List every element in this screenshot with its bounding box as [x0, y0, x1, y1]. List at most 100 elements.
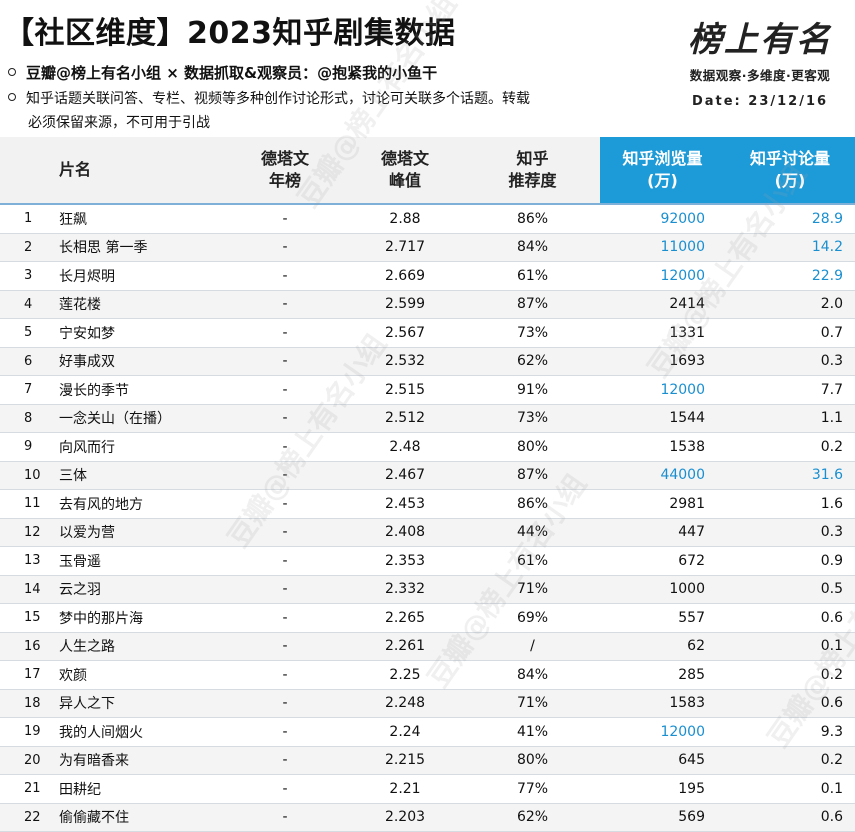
- discussion-cell: 0.9: [725, 546, 855, 576]
- discussion-cell: 9.3: [725, 717, 855, 747]
- peak-cell: 2.88: [345, 204, 465, 234]
- report-date: Date: 23/12/16: [691, 94, 829, 109]
- views-cell: 12000: [600, 261, 725, 291]
- views-cell: 12000: [600, 375, 725, 405]
- recommend-cell: 41%: [465, 717, 600, 747]
- title-cell: 好事成双: [45, 347, 225, 376]
- peak-cell: 2.669: [345, 261, 465, 291]
- table-row: 2 长相思 第一季 -2.717 84% 11000 14.2: [0, 233, 855, 262]
- peak-cell: 2.515: [345, 375, 465, 405]
- rank-cell: 18: [0, 689, 45, 718]
- views-cell: 645: [600, 746, 725, 775]
- peak-cell: 2.261: [345, 632, 465, 661]
- col-header-views: 知乎浏览量 (万): [600, 137, 725, 205]
- table-row: 17 欢颜 -2.25 84% 285 0.2: [0, 660, 855, 690]
- year-rank-cell: -: [225, 603, 345, 633]
- rank-cell: 7: [0, 375, 45, 405]
- page-title: 【社区维度】2023知乎剧集数据: [4, 16, 456, 51]
- table-row: 7 漫长的季节 -2.515 91% 12000 7.7: [0, 375, 855, 405]
- title-cell: 向风而行: [45, 432, 225, 462]
- table-row: 11 去有风的地方 -2.453 86% 2981 1.6: [0, 489, 855, 519]
- col-header-year-rank: 德塔文 年榜: [225, 137, 345, 205]
- rank-cell: 20: [0, 746, 45, 775]
- rank-cell: 8: [0, 404, 45, 433]
- credits-line: 豆瓣@榜上有名小组 × 数据抓取&观察员：@抱紧我的小鱼干: [8, 62, 437, 83]
- recommend-cell: 61%: [465, 546, 600, 576]
- title-cell: 云之羽: [45, 575, 225, 604]
- col-header-recommend: 知乎 推荐度: [465, 137, 600, 205]
- note-line: 知乎话题关联问答、专栏、视频等多种创作讨论形式，讨论可关联多个话题。转载: [8, 88, 530, 108]
- col-header-peak: 德塔文 峰值: [345, 137, 465, 205]
- recommend-cell: /: [465, 632, 600, 661]
- title-cell: 宁安如梦: [45, 318, 225, 348]
- title-cell: 漫长的季节: [45, 375, 225, 405]
- col-header-name: 片名: [45, 137, 225, 205]
- title-cell: 异人之下: [45, 689, 225, 718]
- rank-cell: 3: [0, 261, 45, 291]
- views-cell: 285: [600, 660, 725, 690]
- views-cell: 569: [600, 803, 725, 832]
- recommend-cell: 62%: [465, 803, 600, 832]
- peak-cell: 2.408: [345, 518, 465, 547]
- title-cell: 长相思 第一季: [45, 233, 225, 262]
- title-cell: 三体: [45, 461, 225, 490]
- page-header: 【社区维度】2023知乎剧集数据 豆瓣@榜上有名小组 × 数据抓取&观察员：@抱…: [0, 0, 855, 136]
- discussion-cell: 0.2: [725, 746, 855, 775]
- year-rank-cell: -: [225, 318, 345, 348]
- title-cell: 偷偷藏不住: [45, 803, 225, 832]
- views-cell: 557: [600, 603, 725, 633]
- rank-cell: 6: [0, 347, 45, 376]
- title-cell: 狂飙: [45, 204, 225, 234]
- table-row: 19 我的人间烟火 -2.24 41% 12000 9.3: [0, 717, 855, 747]
- table-row: 13 玉骨遥 -2.353 61% 672 0.9: [0, 546, 855, 576]
- discussion-cell: 0.1: [725, 632, 855, 661]
- table-row: 12 以爱为营 -2.408 44% 447 0.3: [0, 518, 855, 547]
- table-row: 1 狂飙 -2.88 86% 92000 28.9: [0, 204, 855, 234]
- discussion-cell: 22.9: [725, 261, 855, 291]
- year-rank-cell: -: [225, 546, 345, 576]
- peak-cell: 2.717: [345, 233, 465, 262]
- views-cell: 11000: [600, 233, 725, 262]
- logo-tagline: 数据观察·多维度·更客观: [689, 68, 831, 83]
- peak-cell: 2.467: [345, 461, 465, 490]
- peak-cell: 2.203: [345, 803, 465, 832]
- peak-cell: 2.532: [345, 347, 465, 376]
- views-cell: 1538: [600, 432, 725, 462]
- rank-cell: 11: [0, 489, 45, 519]
- title-cell: 去有风的地方: [45, 489, 225, 519]
- table-row: 18 异人之下 -2.248 71% 1583 0.6: [0, 689, 855, 718]
- year-rank-cell: -: [225, 660, 345, 690]
- table-row: 16 人生之路 -2.261/62 0.1: [0, 632, 855, 661]
- table-body: 1 狂飙 -2.88 86% 92000 28.9 2 长相思 第一季 -2.717 84% 110…: [0, 204, 855, 832]
- title-cell: 人生之路: [45, 632, 225, 661]
- year-rank-cell: -: [225, 432, 345, 462]
- discussion-cell: 31.6: [725, 461, 855, 490]
- col-header-rank: [0, 137, 45, 205]
- discussion-cell: 0.7: [725, 318, 855, 348]
- peak-cell: 2.353: [345, 546, 465, 576]
- peak-cell: 2.25: [345, 660, 465, 690]
- brand-logo: 榜上有名 数据观察·多维度·更客观 Date: 23/12/16: [675, 10, 845, 120]
- recommend-cell: 86%: [465, 489, 600, 519]
- discussion-cell: 14.2: [725, 233, 855, 262]
- recommend-cell: 87%: [465, 461, 600, 490]
- rank-cell: 12: [0, 518, 45, 547]
- col-header-discussion: 知乎讨论量 (万): [725, 137, 855, 205]
- year-rank-cell: -: [225, 204, 345, 234]
- rank-cell: 2: [0, 233, 45, 262]
- table-row: 9 向风而行 -2.48 80% 1538 0.2: [0, 432, 855, 462]
- rank-cell: 9: [0, 432, 45, 462]
- peak-cell: 2.248: [345, 689, 465, 718]
- year-rank-cell: -: [225, 774, 345, 804]
- recommend-cell: 71%: [465, 689, 600, 718]
- recommend-cell: 80%: [465, 746, 600, 775]
- discussion-cell: 7.7: [725, 375, 855, 405]
- rank-cell: 5: [0, 318, 45, 348]
- recommend-cell: 86%: [465, 204, 600, 234]
- table-row: 22 偷偷藏不住 -2.203 62% 569 0.6: [0, 803, 855, 832]
- views-cell: 62: [600, 632, 725, 661]
- title-cell: 长月烬明: [45, 261, 225, 291]
- title-cell: 梦中的那片海: [45, 603, 225, 633]
- title-cell: 一念关山（在播）: [45, 404, 225, 433]
- peak-cell: 2.599: [345, 290, 465, 319]
